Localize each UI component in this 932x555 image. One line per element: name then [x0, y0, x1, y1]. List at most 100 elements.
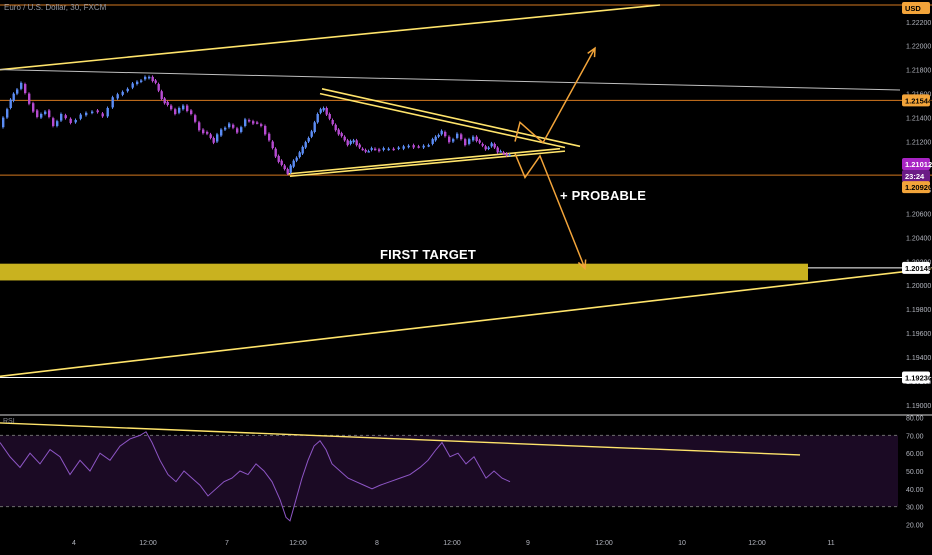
candle-body [286, 169, 289, 174]
trendline-4 [287, 147, 561, 175]
candle-body [178, 107, 181, 113]
candle-body [121, 91, 124, 95]
candle-body [116, 94, 119, 99]
candle-body [74, 119, 77, 123]
candle-body [228, 123, 231, 128]
candle-body [496, 147, 499, 153]
candle-body [144, 76, 147, 80]
candle-body [437, 134, 440, 137]
candle-body [85, 112, 88, 116]
candle-body [64, 115, 67, 119]
candle-body [448, 136, 451, 143]
candle-body [440, 130, 443, 135]
price-badge-text: 1.19230 [905, 373, 932, 382]
candle-body [407, 145, 410, 148]
rsi-label: RSI [3, 418, 15, 425]
candle-body [387, 148, 390, 151]
candle-body [337, 129, 340, 135]
candle-body [260, 124, 263, 126]
rsi-tick-label: 70.00 [906, 433, 924, 440]
candle-body [9, 99, 12, 108]
rsi-tick-label: 20.00 [906, 522, 924, 529]
rsi-tick-label: 60.00 [906, 451, 924, 458]
candle-body [427, 145, 430, 147]
candle-body [505, 153, 508, 156]
candle-body [358, 144, 361, 148]
candle-body [220, 129, 223, 136]
candle-body [106, 107, 109, 117]
candle-body [487, 147, 490, 150]
price-badge [902, 94, 930, 107]
candle-body [209, 134, 212, 138]
price-badge-text: USD [905, 4, 921, 13]
candle-body [40, 113, 43, 118]
candle-body [444, 131, 447, 137]
candle-body [174, 109, 177, 114]
arrow-head-1 [587, 46, 596, 58]
candle-body [364, 149, 367, 152]
candle-body [370, 148, 373, 150]
candle-body [481, 143, 484, 146]
candle-body [468, 139, 471, 144]
x-tick-label: 4 [72, 540, 76, 547]
candle-body [464, 139, 467, 146]
candle-body [378, 149, 381, 152]
price-tick-label: 1.20400 [906, 235, 931, 242]
candle-body [422, 145, 425, 148]
price-tick-label: 1.21200 [906, 140, 931, 147]
trendline-0 [0, 4, 661, 71]
candle-body [402, 146, 405, 149]
candle-body [508, 154, 511, 157]
candle-body [322, 107, 325, 111]
trendline-5 [289, 150, 566, 178]
x-tick-label: 12:00 [748, 540, 766, 547]
candle-body [69, 118, 72, 123]
trendline-2 [321, 88, 581, 148]
candle-body [452, 139, 455, 142]
price-badge [902, 170, 930, 183]
candle-body [252, 121, 255, 124]
candle-body [206, 131, 209, 134]
candle-body [310, 131, 313, 137]
candle-body [36, 110, 39, 117]
candle-body [154, 80, 157, 83]
candle-body [216, 134, 219, 142]
candle-body [460, 134, 463, 140]
price-badge [902, 158, 930, 171]
candle-body [307, 137, 310, 142]
chart-title: Euro / U.S. Dollar, 30, FXCM [4, 3, 107, 12]
candle-body [56, 121, 59, 126]
candle-body [48, 110, 51, 117]
candle-body [244, 119, 247, 126]
projection-arrow-1 [514, 47, 596, 144]
candle-body [28, 93, 31, 104]
candle-body [301, 146, 304, 154]
candle-body [111, 97, 114, 108]
price-tick-label: 1.19600 [906, 331, 931, 338]
price-badge-text: 23:24 [905, 172, 925, 181]
price-tick-label: 1.20600 [906, 211, 931, 218]
candle-body [316, 113, 319, 123]
price-badge-text: 1.20920 [905, 183, 932, 192]
candle-body [32, 103, 35, 112]
price-badge-text: 1.21544 [905, 96, 932, 105]
price-tick-label: 1.22000 [906, 44, 931, 51]
candle-body [20, 82, 23, 89]
x-tick-label: 8 [375, 540, 379, 547]
candle-body [328, 113, 331, 119]
price-badge [902, 261, 930, 274]
candle-body [292, 160, 295, 167]
candle-body [52, 118, 55, 126]
candle-body [24, 84, 27, 94]
trendline-3 [319, 92, 566, 149]
price-tick-label: 1.22200 [906, 20, 931, 27]
candle-body [44, 111, 47, 114]
x-tick-label: 7 [225, 540, 229, 547]
candle-body [298, 152, 301, 158]
candle-body [289, 165, 292, 173]
probable-label: + PROBABLE [560, 188, 647, 203]
candle-body [131, 83, 134, 88]
candle-body [271, 141, 274, 149]
